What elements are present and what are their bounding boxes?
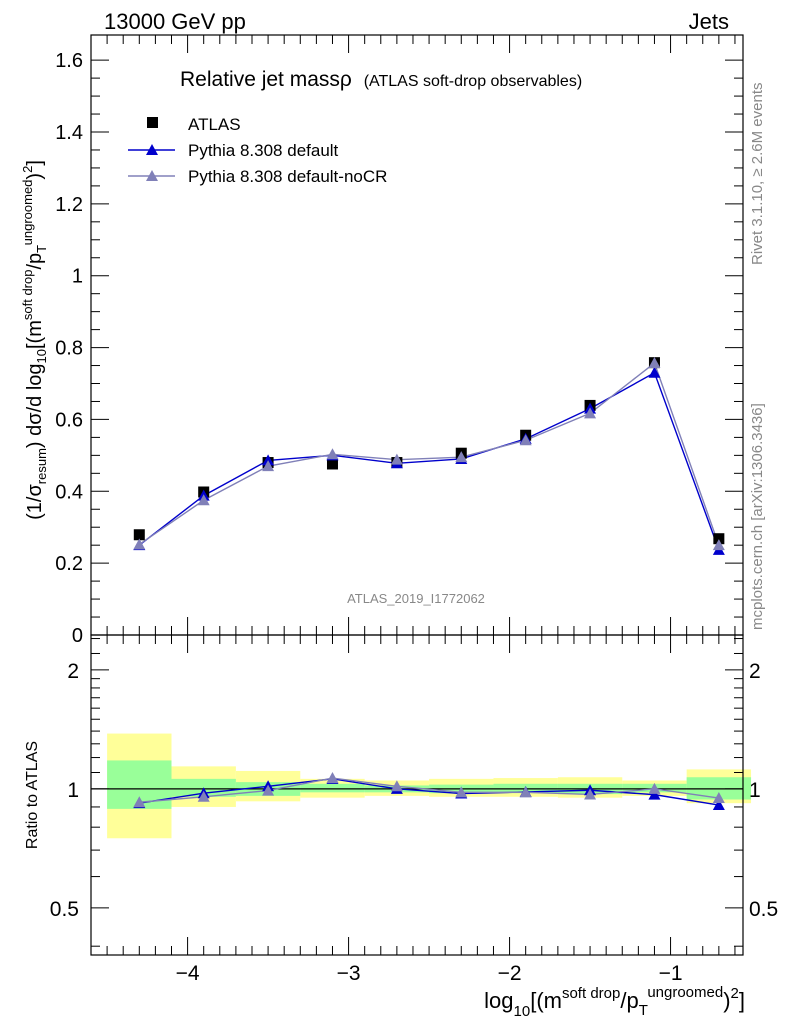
ratio-axes: 0.5 0.5 1 1 2 2 −4 −3 −2 −1 [50,634,778,985]
ratio-point-nocr [390,780,403,792]
main-ytick-label: 1 [72,266,83,288]
main-point-atlas [133,529,145,541]
ratio-ytick-label-right: 1 [749,779,761,802]
ratio-point-nocr [455,786,468,798]
ratio-ytick-label-right: 2 [749,660,761,683]
ratio-ytick-label: 1 [67,779,79,802]
analysis-label: ATLAS_2019_I1772062 [347,591,485,606]
main-point-default [648,366,661,378]
main-ytick-label: 0 [72,625,83,647]
main-point-atlas [713,533,725,545]
main-subtitle: (ATLAS soft-drop observables) [364,73,582,90]
x-tick-label: −4 [176,962,200,985]
x-tick-label: −3 [337,962,361,985]
legend-label-default: Pythia 8.308 default [188,141,339,160]
main-point-nocr [584,407,597,419]
main-ytick-label: 0.2 [55,553,83,575]
legend: ATLAS Pythia 8.308 default Pythia 8.308 … [128,115,387,186]
header-right: Jets [689,9,729,34]
main-ytick-label: 0.6 [55,409,83,431]
ratio-point-default [712,799,725,811]
main-line-nocr [138,361,720,546]
ratio-frame [90,634,744,956]
ratio-point-nocr [133,796,146,808]
main-point-atlas [326,458,338,470]
main-ylabel: (1/σresum) dσ/d log10[(msoft drop/pTungr… [20,160,49,520]
x-axis-label: log10[(msoft drop/pTungroomed)2] [484,984,745,1020]
main-axes: 0 0.2 0.4 0.6 0.8 1 1.2 1.4 1.6 [55,34,744,647]
main-point-nocr [648,357,661,369]
legend-marker-atlas [147,117,158,128]
rivet-label: Rivet 3.1.10, ≥ 2.6M events [749,83,766,266]
main-line-default [138,371,720,551]
ratio-ytick-label: 2 [67,660,79,683]
legend-marker-nocr [146,170,158,181]
main-ytick-label: 1.4 [55,122,83,144]
ratio-point-nocr [519,786,532,798]
legend-marker-default [146,144,158,155]
ratio-point-nocr [648,782,661,794]
ratio-plot-area [91,733,752,839]
mcplots-label: mcplots.cern.ch [arXiv:1306.3436] [749,403,766,630]
main-series-layer [133,357,725,555]
ratio-point-default [648,788,661,800]
x-tick-label: −1 [659,962,683,985]
main-point-nocr [712,539,725,551]
ratio-ytick-label: 0.5 [50,898,79,921]
ratio-line-nocr [139,777,719,803]
ratio-point-nocr [712,792,725,804]
legend-label-atlas: ATLAS [188,115,241,134]
main-point-nocr [197,494,210,506]
main-point-nocr [133,538,146,550]
ratio-ytick-label-right: 0.5 [749,898,778,921]
main-ytick-label: 0.8 [55,338,83,360]
main-point-nocr [519,434,532,446]
x-tick-label: −2 [498,962,522,985]
main-point-nocr [262,460,275,472]
main-ytick-label: 1.6 [55,50,83,72]
main-ytick-label: 0.4 [55,481,83,503]
main-title-text: Relative jet massρ [180,68,352,91]
main-point-nocr [455,451,468,463]
ratio-series-layer [133,772,725,811]
main-point-nocr [390,453,403,465]
main-title: Relative jet massρ (ATLAS soft-drop obse… [180,68,582,91]
main-point-nocr [326,448,339,460]
legend-label-nocr: Pythia 8.308 default-noCR [188,167,387,186]
ratio-point-nocr [262,784,275,796]
header-left: 13000 GeV pp [104,9,246,34]
main-point-default [262,454,275,466]
ratio-point-nocr [326,772,339,784]
ratio-line-default [139,778,719,806]
main-ytick-label: 1.2 [55,194,83,216]
ratio-ylabel: Ratio to ATLAS [24,741,41,849]
ratio-band-inner [300,783,365,793]
ratio-point-nocr [584,788,597,800]
ratio-point-nocr [197,790,210,802]
